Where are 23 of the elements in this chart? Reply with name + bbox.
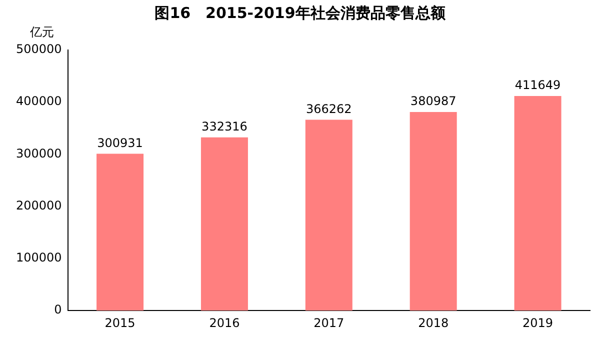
bar [305, 120, 352, 311]
y-tick-label: 100000 [16, 250, 62, 265]
y-tick-label: 0 [54, 302, 62, 317]
y-tick-label: 400000 [16, 94, 62, 108]
y-tick-label: 500000 [16, 42, 62, 56]
data-label: 366262 [306, 102, 352, 116]
data-label: 380987 [410, 94, 456, 108]
x-tick-label: 2015 [104, 316, 136, 330]
x-tick-label: 2019 [522, 316, 554, 330]
y-tick-label: 300000 [16, 146, 62, 160]
y-axis-title: 亿元 [30, 24, 54, 41]
data-label: 300931 [97, 136, 143, 150]
chart-title: 图16 2015-2019年社会消费品零售总额 [154, 4, 446, 23]
bar [514, 96, 562, 311]
bar [410, 112, 457, 311]
bar [96, 154, 144, 311]
x-tick-label: 2017 [314, 316, 344, 330]
bar [200, 137, 248, 311]
x-tick-label: 2016 [209, 316, 240, 330]
x-tick-label: 2018 [418, 316, 449, 330]
data-label: 411649 [514, 78, 561, 92]
y-tick-label: 200000 [16, 198, 62, 212]
data-label: 332316 [202, 120, 248, 134]
